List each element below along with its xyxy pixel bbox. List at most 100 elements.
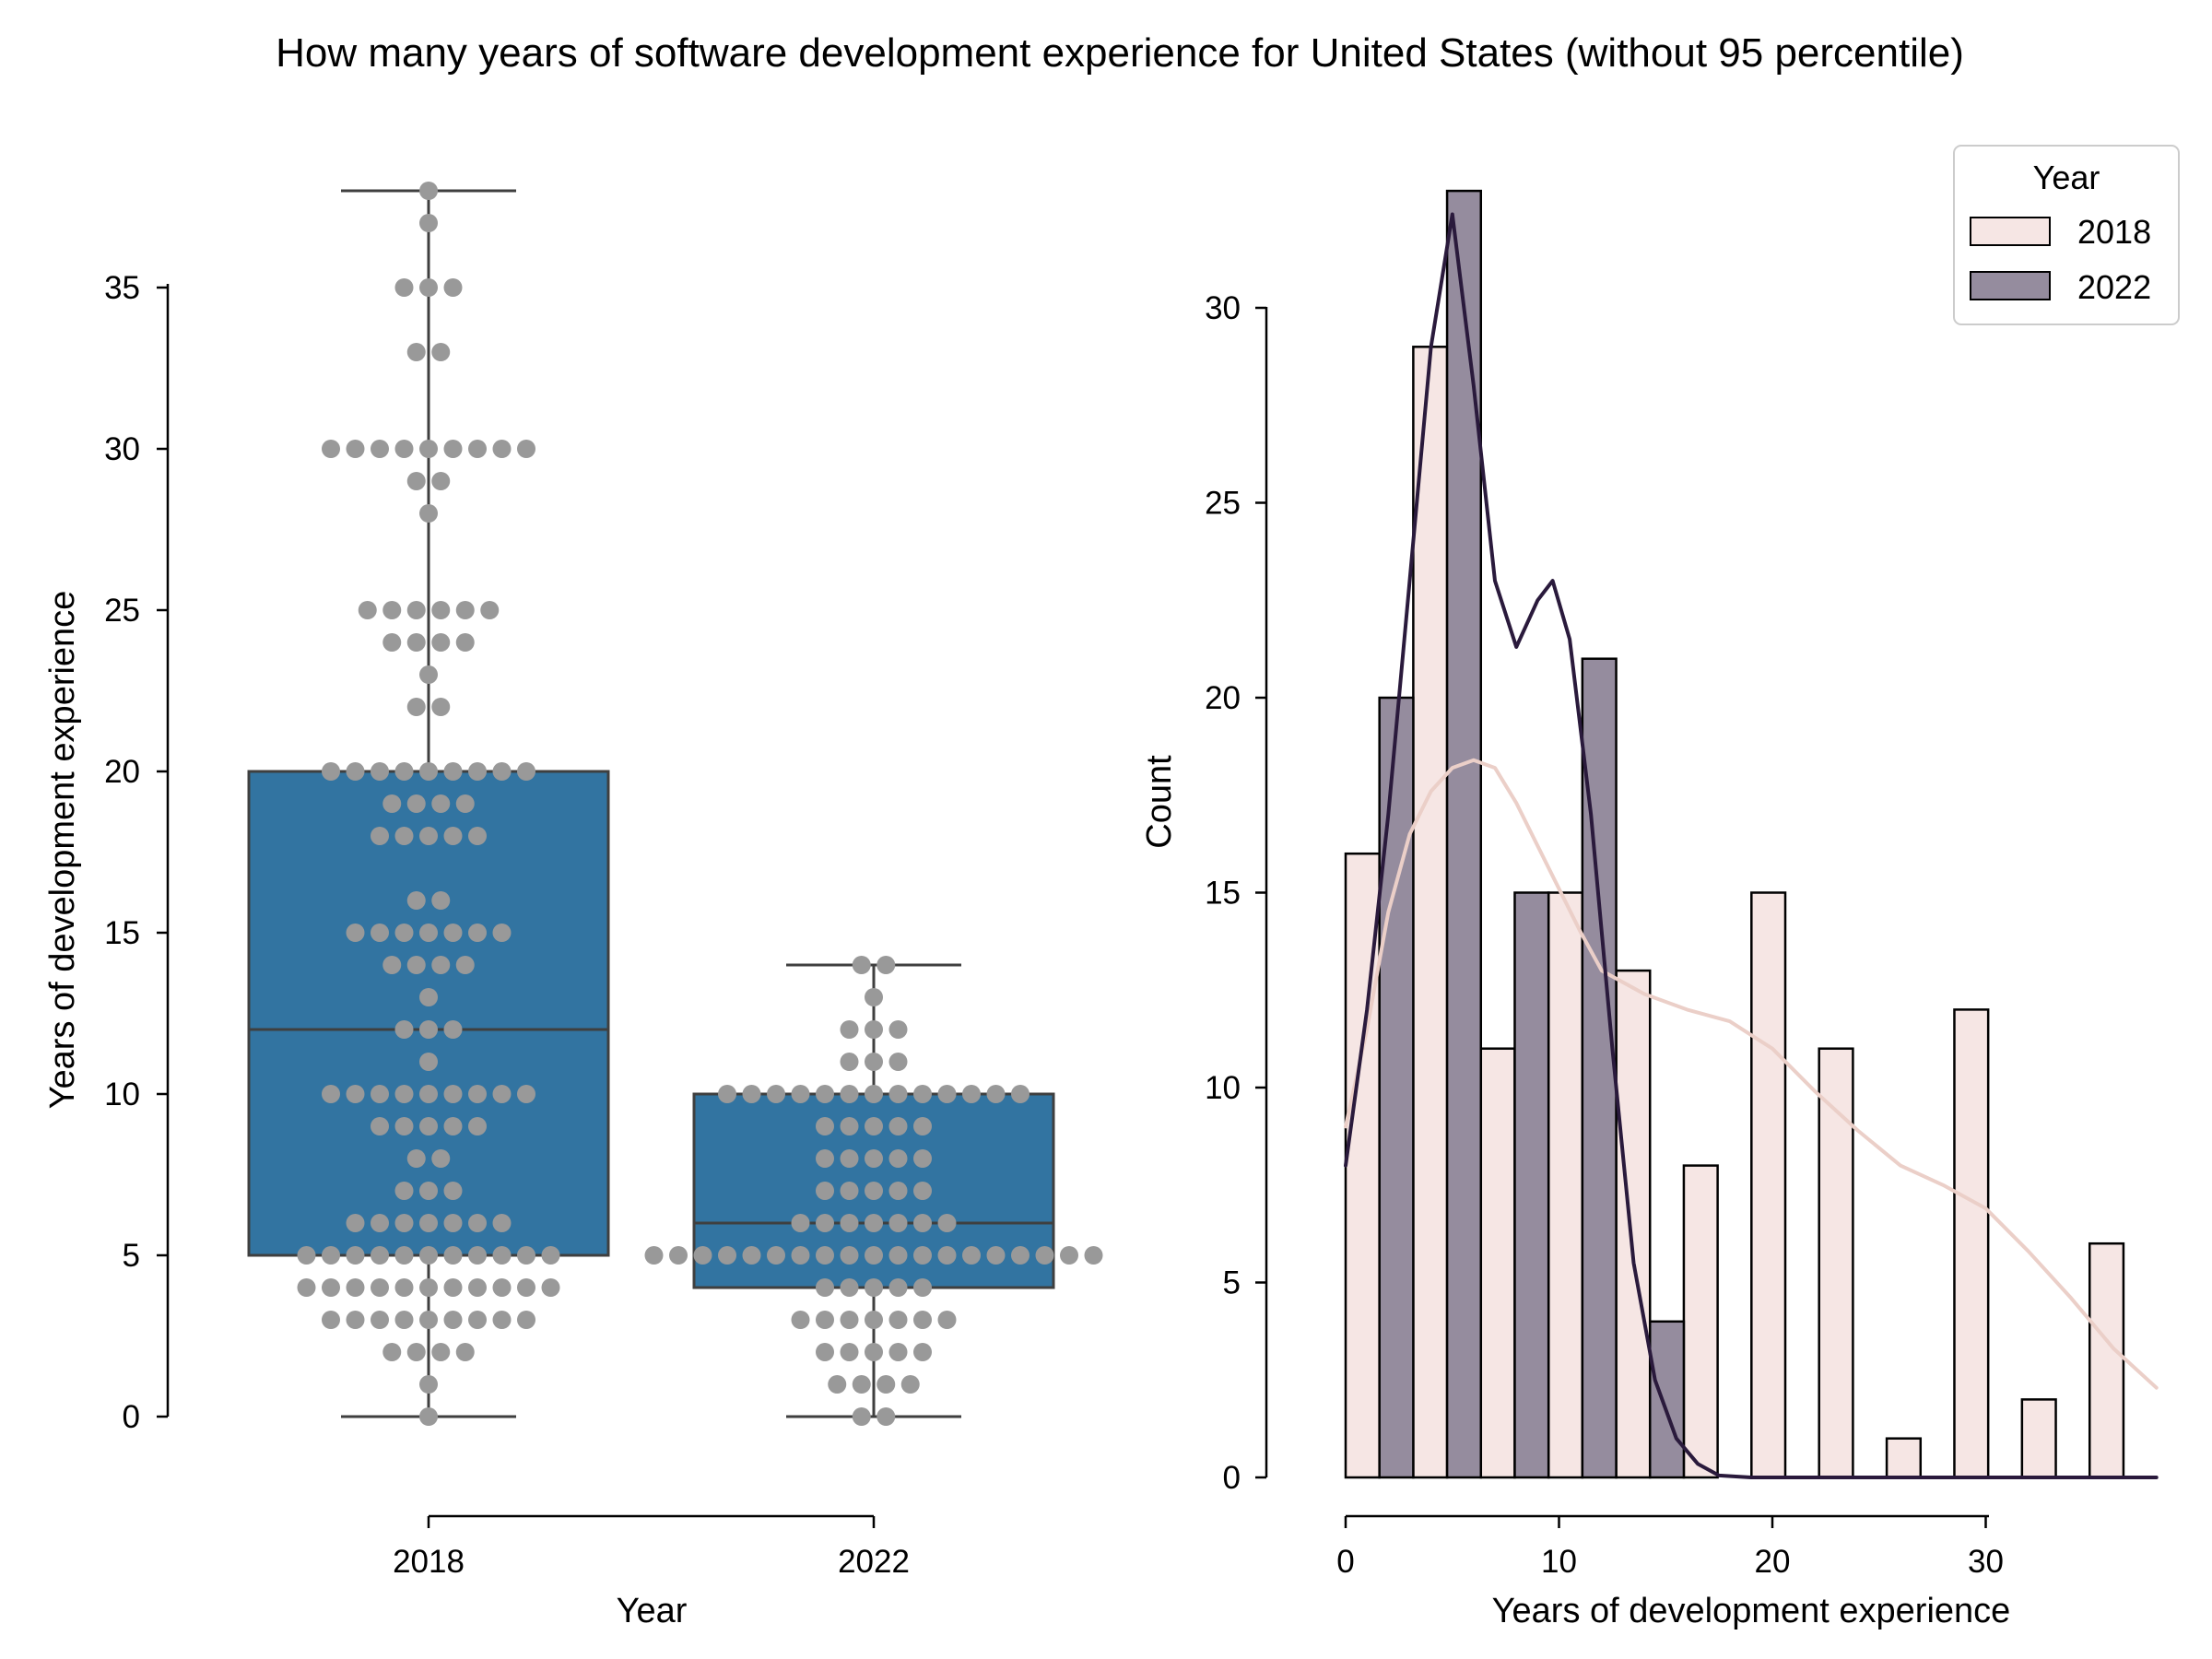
swarm-point bbox=[888, 1182, 908, 1200]
swarm-point bbox=[346, 1085, 365, 1103]
swarm-point bbox=[888, 1085, 908, 1103]
swarm-point bbox=[419, 1246, 438, 1265]
x-tick-label: 0 bbox=[1336, 1544, 1354, 1580]
legend-title: Year bbox=[2033, 159, 2100, 196]
swarm-point bbox=[406, 343, 426, 361]
swarm-point bbox=[865, 1214, 883, 1232]
swarm-point bbox=[419, 1053, 438, 1071]
swarm-point bbox=[455, 633, 475, 652]
swarm-point bbox=[913, 1278, 932, 1297]
chart-title: How many years of software development e… bbox=[276, 30, 1964, 76]
swarm-point bbox=[865, 1020, 883, 1039]
swarm-point bbox=[517, 1246, 535, 1265]
swarm-point bbox=[492, 762, 512, 781]
swarm-point bbox=[877, 1375, 896, 1394]
swarm-point bbox=[791, 1246, 810, 1265]
swarm-point bbox=[840, 1311, 859, 1329]
swarm-point bbox=[419, 1182, 438, 1200]
swarm-point bbox=[419, 1020, 438, 1039]
swarm-point bbox=[840, 1278, 859, 1297]
swarm-point bbox=[865, 1246, 883, 1265]
swarm-point bbox=[346, 440, 365, 458]
swarm-point bbox=[371, 1085, 389, 1103]
y-tick-label: 10 bbox=[104, 1077, 140, 1112]
y-tick-label: 15 bbox=[104, 915, 140, 951]
swarm-point bbox=[468, 1278, 487, 1297]
hist-bar bbox=[1513, 891, 1550, 1479]
swarm-point bbox=[852, 1407, 871, 1426]
hist-bar bbox=[2020, 1398, 2057, 1479]
y-tick-label: 20 bbox=[1205, 680, 1241, 716]
swarm-point bbox=[962, 1246, 981, 1265]
swarm-point bbox=[865, 1149, 883, 1168]
hist-bar bbox=[1682, 1164, 1719, 1479]
hist-bar bbox=[1953, 1008, 1990, 1479]
swarm-point bbox=[406, 891, 426, 910]
swarm-point bbox=[394, 1117, 414, 1135]
swarm-point bbox=[492, 440, 512, 458]
swarm-point bbox=[297, 1246, 316, 1265]
swarm-point bbox=[468, 1214, 487, 1232]
swarm-point bbox=[371, 827, 389, 845]
swarm-point bbox=[419, 440, 438, 458]
boxplot-y-ticks: 0 5 10 15 20 25 30 35 bbox=[104, 270, 168, 1435]
swarm-point bbox=[443, 278, 463, 297]
swarm-point bbox=[865, 988, 883, 1006]
swarm-point bbox=[431, 343, 451, 361]
swarm-point bbox=[517, 1085, 535, 1103]
swarm-point bbox=[480, 601, 500, 619]
swarm-point bbox=[913, 1182, 932, 1200]
hist-bar bbox=[1648, 1320, 1686, 1479]
swarm-point bbox=[346, 762, 365, 781]
swarm-point bbox=[816, 1117, 834, 1135]
hist-bar bbox=[1479, 1047, 1516, 1479]
swarm-point bbox=[443, 440, 463, 458]
swarm-point bbox=[455, 956, 475, 974]
swarm-point bbox=[371, 1311, 389, 1329]
swarm-point bbox=[431, 472, 451, 490]
swarm-point bbox=[419, 665, 438, 684]
swarm-point bbox=[468, 762, 487, 781]
swarm-point bbox=[431, 601, 451, 619]
swarm-point bbox=[913, 1246, 932, 1265]
boxplot-x-label: Year bbox=[617, 1592, 688, 1630]
y-tick-label: 30 bbox=[1205, 290, 1241, 326]
swarm-point bbox=[322, 1246, 340, 1265]
swarm-point bbox=[394, 278, 414, 297]
swarm-point bbox=[443, 827, 463, 845]
swarm-point bbox=[431, 794, 451, 813]
swarm-point bbox=[913, 1085, 932, 1103]
swarm-point bbox=[840, 1182, 859, 1200]
swarm-point bbox=[517, 440, 535, 458]
y-tick-label: 15 bbox=[1205, 876, 1241, 912]
box-2018 bbox=[247, 189, 610, 1418]
swarm-point bbox=[322, 1085, 340, 1103]
swarm-point bbox=[852, 956, 871, 974]
swarm-point bbox=[718, 1246, 736, 1265]
swarm-2018 bbox=[297, 182, 560, 1426]
swarm-point bbox=[346, 1278, 365, 1297]
swarm-point bbox=[443, 1020, 463, 1039]
swarm-point bbox=[394, 1182, 414, 1200]
swarm-point bbox=[431, 698, 451, 716]
swarm-point bbox=[888, 1343, 908, 1361]
swarm-point bbox=[913, 1214, 932, 1232]
x-tick-label: 2018 bbox=[393, 1544, 465, 1580]
swarm-point bbox=[431, 633, 451, 652]
swarm-point bbox=[297, 1278, 316, 1297]
swarm-point bbox=[877, 956, 896, 974]
swarm-point bbox=[986, 1085, 1006, 1103]
swarm-point bbox=[443, 1117, 463, 1135]
swarm-point bbox=[492, 1311, 512, 1329]
y-tick-label: 30 bbox=[104, 431, 140, 467]
swarm-point bbox=[913, 1149, 932, 1168]
y-tick-label: 25 bbox=[104, 593, 140, 629]
swarm-point bbox=[394, 762, 414, 781]
swarm-point bbox=[419, 1214, 438, 1232]
swarm-point bbox=[443, 1085, 463, 1103]
swarm-point bbox=[419, 827, 438, 845]
swarm-point bbox=[322, 1278, 340, 1297]
swarm-point bbox=[816, 1278, 834, 1297]
swarm-point bbox=[865, 1182, 883, 1200]
legend-label-2018: 2018 bbox=[2077, 213, 2151, 251]
